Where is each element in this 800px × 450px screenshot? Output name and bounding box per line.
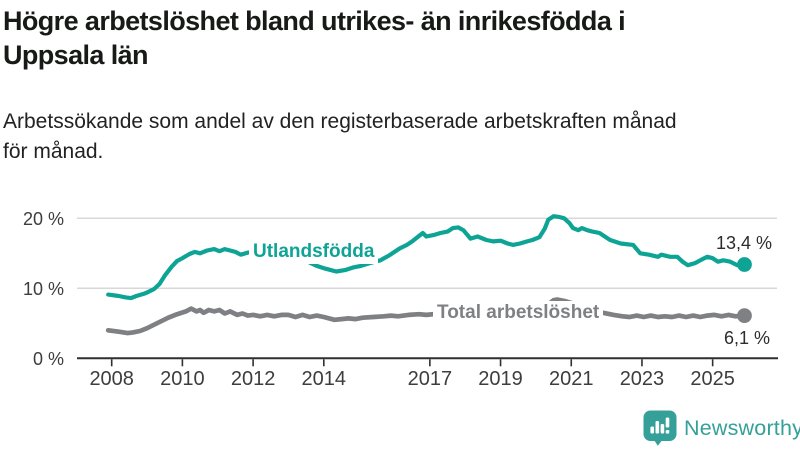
x-axis-tick-label: 2017: [408, 368, 453, 390]
series-line-utlandsfodda: [106, 214, 747, 301]
page-title-line-2: Uppsala län: [3, 40, 149, 70]
series-label-total-arbetsloshet: Total arbetslöshet: [433, 301, 604, 325]
x-axis-tick-label: 2021: [549, 368, 594, 390]
x-axis-tick-label: 2019: [478, 368, 523, 390]
y-axis-tick-label: 10 %: [23, 279, 64, 299]
x-axis-tick-label: 2008: [89, 368, 134, 390]
series-end-dot-total-arbetsloshet: [737, 308, 752, 323]
end-value-label-total-arbetsloshet: 6,1 %: [723, 328, 770, 348]
x-axis-tick-label: 2025: [690, 368, 735, 390]
x-axis-tick-label: 2012: [231, 368, 276, 390]
brand-footer: Newsworthy: [643, 410, 800, 447]
page-title: Högre arbetslöshet bland utrikes- än inr…: [3, 4, 626, 72]
y-axis-tick-label: 20 %: [23, 209, 64, 229]
chart-subtitle-line-1: Arbetssökande som andel av den registerb…: [3, 110, 677, 133]
x-axis-tick-label: 2023: [620, 368, 665, 390]
series-label-utlandsfodda: Utlandsfödda: [249, 240, 379, 264]
brand-wordmark: Newsworthy: [684, 416, 800, 440]
end-value-label-utlandsfodda: 13,4 %: [715, 233, 772, 253]
x-axis-tick-label: 2010: [160, 368, 205, 390]
chart-subtitle: Arbetssökande som andel av den registerb…: [3, 107, 677, 167]
series-line-total-arbetsloshet: [105, 297, 747, 336]
chart-subtitle-line-2: för månad.: [3, 140, 104, 163]
newsworthy-logo-icon: [643, 410, 677, 446]
x-axis-tick-label: 2014: [302, 368, 347, 390]
series-end-dot-utlandsfodda: [737, 257, 752, 272]
page-title-line-1: Högre arbetslöshet bland utrikes- än inr…: [3, 6, 626, 36]
y-axis-tick-label: 0 %: [33, 349, 64, 369]
